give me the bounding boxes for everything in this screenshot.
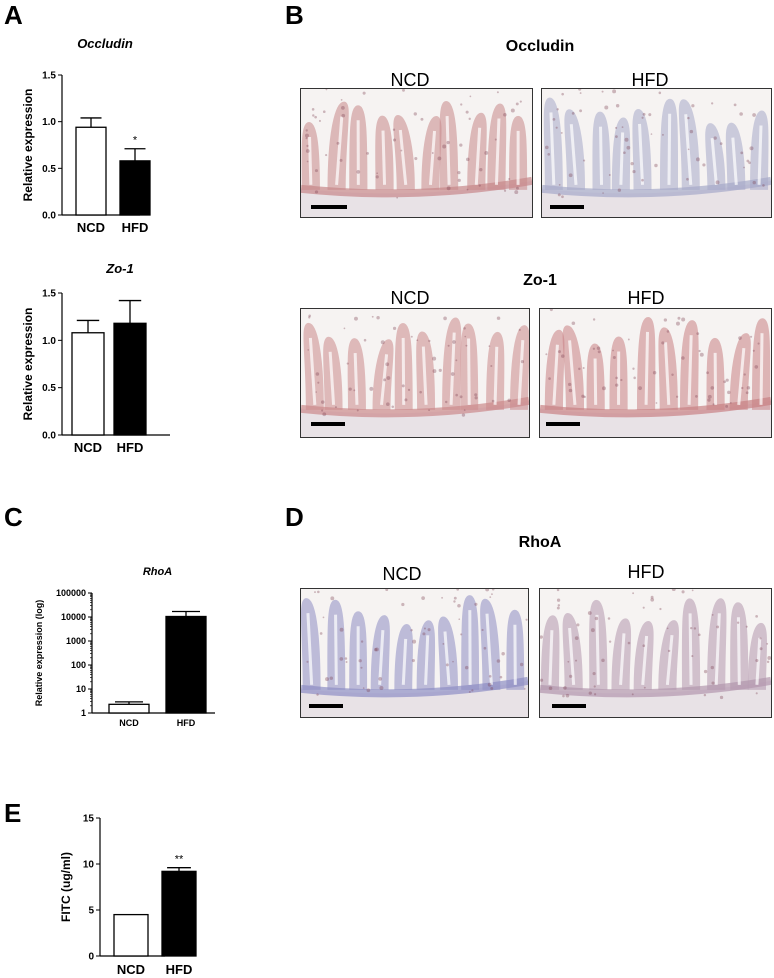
- y-tick-label: 1.0: [42, 117, 56, 128]
- occludin-ncd-micrograph: [300, 88, 533, 218]
- y-tick-label: 5: [88, 906, 94, 917]
- panel-label-a: A: [4, 0, 23, 30]
- significance-marker: *: [133, 135, 138, 147]
- category-label: HFD: [122, 220, 149, 235]
- y-tick-label: 15: [83, 814, 95, 825]
- category-label: NCD: [74, 440, 102, 455]
- zo1-bar-chart: Zo-1 0.0 0.5 1.0 1.5 Relative expression NCD HF…: [21, 261, 170, 455]
- zo1-hfd-label: HFD: [627, 288, 665, 308]
- bar-ncd: [108, 703, 150, 714]
- y-tick-label: 0.0: [42, 431, 56, 442]
- bar-ncd: [71, 332, 105, 436]
- y-tick-label: 0: [88, 952, 94, 963]
- chart-title: Occludin: [77, 36, 133, 51]
- fitc-bar-chart: 0 5 10 15 FITC (ug/ml) NCD ** HFD: [59, 814, 197, 977]
- y-tick-label: 0.5: [42, 383, 56, 394]
- y-tick-label: 10: [83, 860, 95, 871]
- y-tick-label: 1.5: [42, 71, 56, 82]
- occludin-hfd-label: HFD: [631, 70, 669, 90]
- panel-label-d: D: [285, 502, 304, 532]
- zo1-ihc-title: Zo-1: [523, 272, 557, 289]
- category-label: HFD: [117, 440, 144, 455]
- y-tick-label: 1: [81, 708, 86, 718]
- category-label: HFD: [177, 718, 196, 728]
- panel-label-b: B: [285, 0, 304, 30]
- rhoa-hfd-label: HFD: [627, 562, 665, 582]
- occludin-ihc-title: Occludin: [505, 38, 575, 55]
- significance-marker: **: [175, 854, 184, 866]
- y-tick-label: 100000: [56, 588, 86, 598]
- occludin-ncd-label: NCD: [390, 70, 430, 90]
- y-tick-label: 1.0: [42, 336, 56, 347]
- bar-hfd: [165, 615, 207, 714]
- category-label: NCD: [77, 220, 105, 235]
- category-label: HFD: [166, 962, 193, 977]
- rhoa-ncd-micrograph: [300, 588, 529, 718]
- zo1-hfd-micrograph: [539, 308, 772, 438]
- y-axis-label: Relative expression: [21, 89, 35, 202]
- bar-hfd: [119, 160, 151, 216]
- category-label: NCD: [117, 962, 145, 977]
- y-tick-label: 10: [76, 684, 86, 694]
- bar-hfd: [113, 322, 147, 436]
- y-tick-label: 1000: [66, 636, 86, 646]
- chart-title: RhoA: [143, 566, 172, 578]
- bar-hfd: [161, 870, 197, 957]
- y-tick-label: 100: [71, 660, 86, 670]
- y-axis-label: FITC (ug/ml): [59, 852, 73, 922]
- occludin-bar-chart: Occludin 0.0 0.5 1.0 1.5 Relative expression N…: [21, 36, 151, 235]
- chart-title: Zo-1: [105, 261, 133, 276]
- rhoa-bar-chart: RhoA 1 10 100 1000 10000 100000 Relative expres…: [34, 566, 215, 728]
- scale-bar: [311, 205, 347, 209]
- scale-bar: [546, 422, 580, 426]
- y-tick-label: 1.5: [42, 289, 56, 300]
- bar-ncd: [75, 126, 107, 216]
- y-axis-label: Relative expression: [21, 308, 35, 421]
- panel-label-c: C: [4, 502, 23, 532]
- rhoa-hfd-micrograph: [539, 588, 772, 718]
- scale-bar: [552, 704, 586, 708]
- y-tick-label: 10000: [61, 612, 86, 622]
- zo1-ncd-label: NCD: [390, 288, 430, 308]
- rhoa-ncd-label: NCD: [382, 564, 422, 584]
- category-label: NCD: [119, 718, 139, 728]
- rhoa-ihc-title: RhoA: [518, 534, 562, 551]
- scale-bar: [311, 422, 345, 426]
- scale-bar: [550, 205, 584, 209]
- y-axis-label: Relative expression (log): [34, 600, 44, 707]
- panel-label-e: E: [4, 798, 22, 828]
- occludin-hfd-micrograph: [541, 88, 772, 218]
- y-tick-label: 0.0: [42, 211, 56, 222]
- y-tick-label: 0.5: [42, 164, 56, 175]
- zo1-ncd-micrograph: [300, 308, 530, 438]
- scale-bar: [309, 704, 343, 708]
- bar-ncd: [113, 913, 149, 957]
